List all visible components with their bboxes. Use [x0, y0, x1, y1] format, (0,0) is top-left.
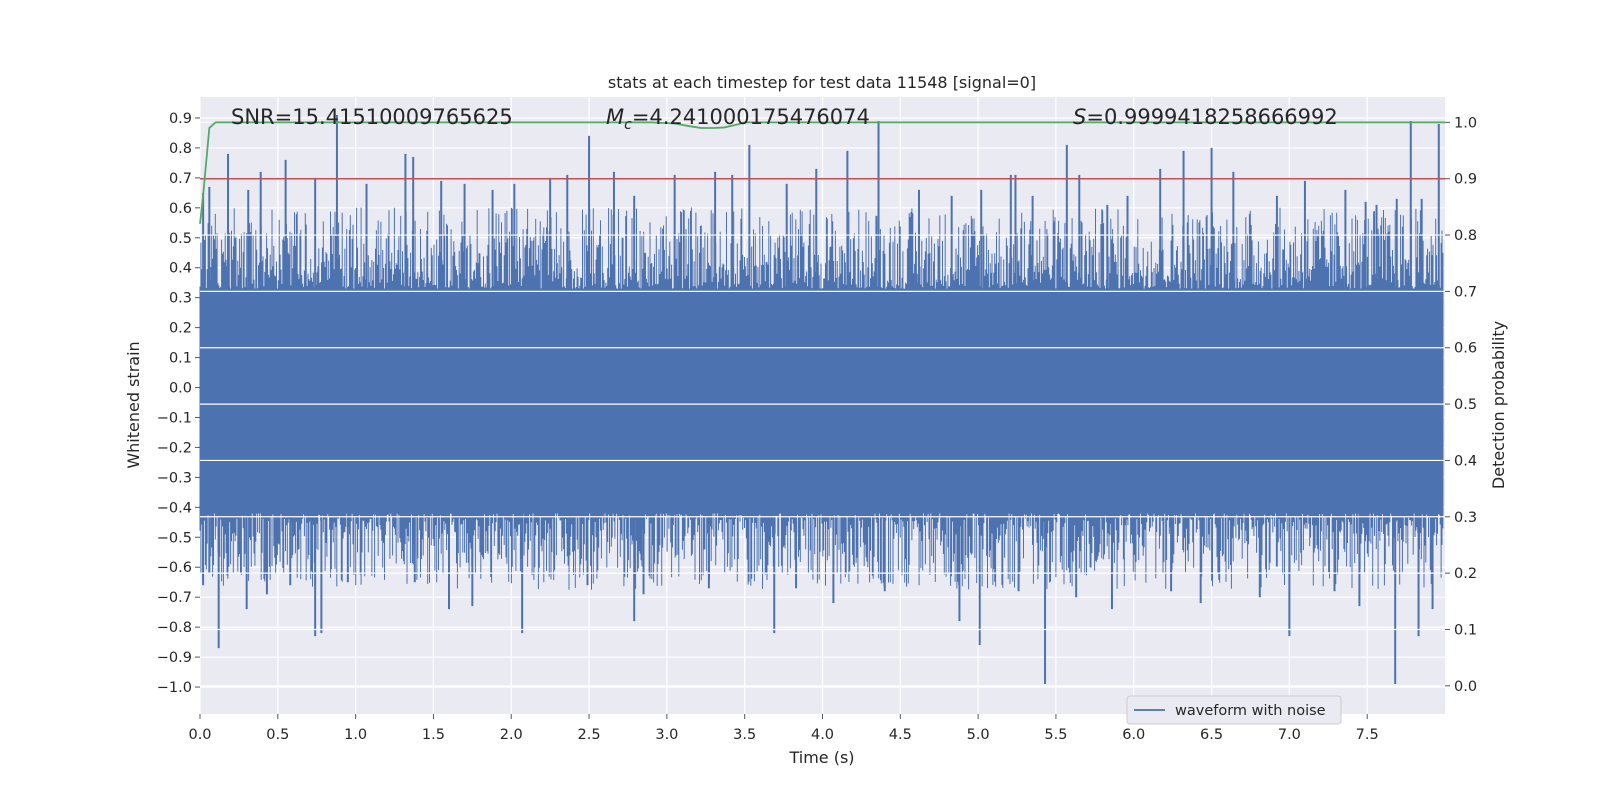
- y-tick-label: 0.6: [169, 201, 192, 217]
- x-tick-label: 6.5: [1200, 727, 1223, 743]
- x-tick-label: 2.0: [500, 727, 523, 743]
- y-tick-label: −0.8: [157, 620, 192, 636]
- legend: waveform with noise: [1126, 695, 1342, 725]
- x-tick-label: 5.0: [967, 727, 990, 743]
- x-tick-label: 6.0: [1122, 727, 1145, 743]
- x-tick-label: 1.0: [344, 727, 367, 743]
- x-tick-label: 4.5: [889, 727, 912, 743]
- detection-stat-symbol: S: [1073, 105, 1086, 129]
- probability-series: [199, 121, 1445, 224]
- y2-tick-label: 0.3: [1454, 510, 1477, 526]
- x-tick-label: 0.5: [266, 727, 289, 743]
- detection-stat-value: =0.9999418258666992: [1086, 105, 1337, 129]
- y2-tick-label: 0.1: [1454, 622, 1477, 638]
- legend-label: waveform with noise: [1175, 703, 1326, 719]
- y-tick-label: 0.0: [169, 381, 192, 397]
- y2-tick-label: 0.5: [1454, 397, 1477, 413]
- x-tick-label: 0.0: [188, 727, 211, 743]
- y-tick-label: −0.2: [157, 440, 192, 456]
- y2-tick-label: 0.4: [1454, 453, 1477, 469]
- y-tick-label: −0.1: [157, 410, 192, 426]
- detection-stat-annotation: S=0.9999418258666992: [1073, 105, 1338, 129]
- y2-tick-label: 0.0: [1454, 679, 1477, 695]
- y2-tick-label: 0.9: [1454, 172, 1477, 188]
- chirp-mass-subscript: c: [624, 117, 632, 133]
- chirp-mass-symbol: M: [606, 105, 624, 129]
- y-tick-label: 0.1: [169, 351, 192, 367]
- x-tick-label: 3.0: [655, 727, 678, 743]
- y-tick-label: −0.9: [157, 650, 192, 666]
- y-axis-label: Whitened strain: [124, 341, 143, 468]
- x-tick-label: 2.5: [578, 727, 601, 743]
- x-tick-label: 3.5: [733, 727, 756, 743]
- probability-line: [199, 121, 1445, 224]
- x-tick-label: 4.0: [811, 727, 834, 743]
- y2-axis-label: Detection probability: [1489, 321, 1508, 489]
- x-tick-label: 5.5: [1044, 727, 1067, 743]
- y-tick-label: 0.4: [169, 261, 192, 277]
- y-tick-label: 0.5: [169, 231, 192, 247]
- x-tick-label: 7.5: [1356, 727, 1379, 743]
- x-axis-label: Time (s): [788, 748, 854, 767]
- y-tick-label: 0.3: [169, 291, 192, 307]
- y-tick-label: −0.7: [157, 590, 192, 606]
- y-tick-label: −0.5: [157, 530, 192, 546]
- x-tick-label: 1.5: [422, 727, 445, 743]
- y-tick-label: −0.3: [157, 470, 192, 486]
- y2-tick-label: 0.8: [1454, 228, 1477, 244]
- tick-labels: 0.9 0.8 0.7 0.6 0.5 0.4 0.3 0.2 0.1 0.0 −0.1 −0.2 −0…: [157, 111, 1477, 743]
- y-tick-label: 0.7: [169, 171, 192, 187]
- y-tick-label: 0.2: [169, 321, 192, 337]
- y-tick-label: −0.6: [157, 560, 192, 576]
- y-tick-label: 0.8: [169, 141, 192, 157]
- y2-tick-label: 0.2: [1454, 566, 1477, 582]
- y-tick-label: 0.9: [169, 111, 192, 127]
- chirp-mass-value: =4.241000175476074: [632, 105, 870, 129]
- chart-title: stats at each timestep for test data 115…: [608, 73, 1036, 92]
- legend-box: [1126, 695, 1342, 725]
- snr-annotation: SNR=15.41510009765625: [231, 105, 513, 129]
- y-tick-label: −0.4: [157, 500, 192, 516]
- waveform-series: [199, 114, 1444, 685]
- y-tick-label: −1.0: [157, 680, 192, 696]
- y2-tick-label: 0.7: [1454, 284, 1477, 300]
- chirp-mass-annotation: Mc=4.241000175476074: [606, 105, 870, 133]
- y2-tick-label: 1.0: [1454, 115, 1477, 131]
- x-tick-label: 7.0: [1278, 727, 1301, 743]
- y2-tick-label: 0.6: [1454, 341, 1477, 357]
